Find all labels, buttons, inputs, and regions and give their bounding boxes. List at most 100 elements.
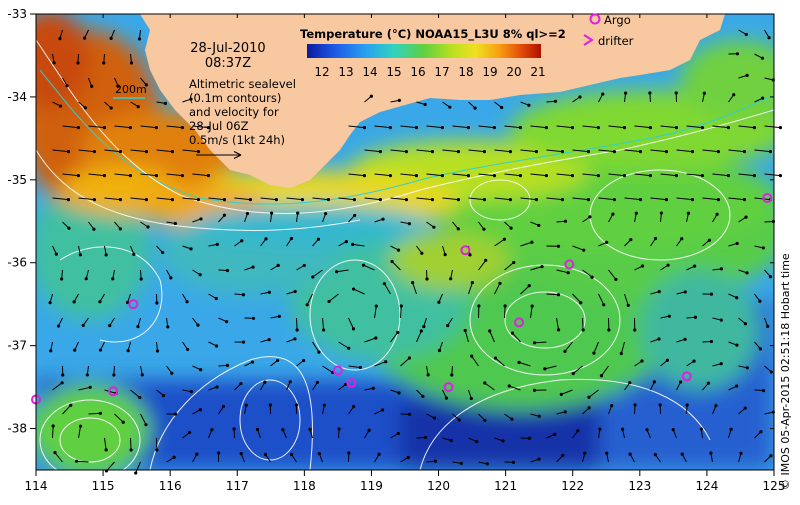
velocity-arrow-head [351, 243, 354, 246]
velocity-arrow-head [746, 366, 749, 369]
velocity-arrow-head [407, 456, 410, 459]
velocity-arrow-head [60, 277, 63, 280]
date-label: 28-Jul-2010 [190, 41, 265, 56]
velocity-arrow-head [714, 404, 717, 407]
velocity-arrow-head [533, 389, 536, 392]
velocity-arrow-head [112, 373, 115, 376]
velocity-arrow-head [323, 404, 326, 407]
velocity-arrow-head [629, 238, 632, 241]
velocity-arrow-head [543, 367, 546, 370]
velocity-arrow-head [389, 174, 392, 177]
velocity-arrow-head [215, 297, 218, 300]
velocity-arrow-head [353, 214, 356, 217]
velocity-arrow-head [311, 275, 314, 278]
velocity-arrow-head [686, 403, 689, 406]
velocity-arrow-head [245, 404, 248, 407]
velocity-arrow-head [275, 198, 278, 201]
velocity-arrow-head [190, 390, 193, 393]
velocity-arrow-head [240, 452, 243, 455]
velocity-arrow-head [61, 381, 64, 384]
velocity-arrow-head [735, 344, 738, 347]
velocity-arrow-head [59, 104, 62, 107]
velocity-arrow-head [415, 174, 418, 177]
velocity-arrow-head [464, 329, 467, 332]
velocity-arrow-head [545, 174, 548, 177]
velocity-arrow-head [727, 174, 730, 177]
velocity-arrow-head [509, 150, 512, 153]
velocity-arrow-head [420, 329, 423, 332]
velocity-arrow-head [264, 453, 267, 456]
velocity-arrow-head [582, 249, 585, 252]
velocity-arrow-head [122, 421, 125, 424]
velocity-arrow-head [171, 150, 174, 153]
velocity-arrow-head [199, 368, 202, 371]
velocity-arrow-head [729, 428, 732, 431]
colorbar-tick-label: 16 [410, 65, 425, 79]
velocity-arrow-head [432, 226, 435, 229]
velocity-arrow-head [138, 396, 141, 399]
velocity-arrow-head [264, 237, 267, 240]
velocity-arrow-head [633, 328, 636, 331]
velocity-arrow-head [766, 325, 769, 328]
colorbar-title: Temperature (°C) NOAA15_L3U 8% ql>=2 [300, 27, 566, 42]
velocity-arrow-head [363, 174, 366, 177]
velocity-arrow-head [65, 84, 68, 87]
velocity-arrow-head [132, 253, 135, 256]
velocity-arrow-head [484, 259, 487, 262]
velocity-arrow-head [173, 456, 176, 459]
velocity-arrow-head [471, 281, 474, 284]
velocity-arrow-head [684, 290, 687, 293]
velocity-arrow [131, 438, 132, 450]
velocity-arrow-head [389, 126, 392, 129]
velocity-arrow-head [457, 227, 460, 230]
velocity-arrow-head [537, 224, 540, 227]
velocity-arrow-head [145, 198, 148, 201]
velocity-arrow-head [474, 107, 477, 110]
velocity-arrow-head [475, 440, 478, 443]
velocity-arrow-head [52, 61, 55, 64]
velocity-arrow-head [679, 380, 682, 383]
velocity-arrow-head [660, 211, 663, 214]
velocity-arrow-head [769, 275, 772, 278]
velocity-arrow-head [129, 126, 132, 129]
velocity-arrow-head [129, 448, 132, 451]
velocity-arrow-head [92, 228, 95, 231]
velocity-arrow-head [467, 174, 470, 177]
velocity-arrow-head [186, 348, 189, 351]
colorbar-tick-label: 19 [482, 65, 497, 79]
velocity-arrow-head [467, 126, 470, 129]
velocity-arrow-head [579, 301, 582, 304]
velocity-arrow-head [127, 349, 130, 352]
x-tick-label: 116 [159, 479, 182, 493]
velocity-arrow-head [174, 222, 177, 225]
velocity-arrow-head [155, 301, 158, 304]
velocity-arrow-head [486, 462, 489, 465]
velocity-arrow-head [621, 428, 624, 431]
velocity-arrow-head [701, 174, 704, 177]
velocity-arrow-head [680, 237, 683, 240]
velocity-arrow-head [381, 218, 384, 221]
velocity-arrow-head [171, 198, 174, 201]
velocity-arrow-head [710, 340, 713, 343]
y-tick-label: -37 [7, 339, 27, 353]
velocity-arrow-head [289, 380, 292, 383]
velocity-arrow-head [762, 389, 765, 392]
velocity-arrow-head [67, 150, 70, 153]
velocity-arrow-head [758, 300, 761, 303]
velocity-arrow-head [296, 328, 299, 331]
velocity-arrow-head [605, 241, 608, 244]
velocity-arrow-head [317, 238, 320, 241]
velocity-arrow-head [648, 91, 651, 94]
velocity-arrow-head [434, 459, 437, 462]
velocity-arrow-head [610, 404, 613, 407]
velocity-arrow-head [538, 415, 541, 418]
velocity-arrow-head [510, 418, 513, 421]
velocity-arrow-head [769, 454, 772, 457]
velocity-arrow-head [583, 452, 586, 455]
velocity-arrow-head [762, 246, 765, 249]
velocity-arrow-head [400, 304, 403, 307]
velocity-arrow-head [438, 349, 441, 352]
velocity-arrow-head [645, 428, 648, 431]
velocity-arrow-head [363, 126, 366, 129]
